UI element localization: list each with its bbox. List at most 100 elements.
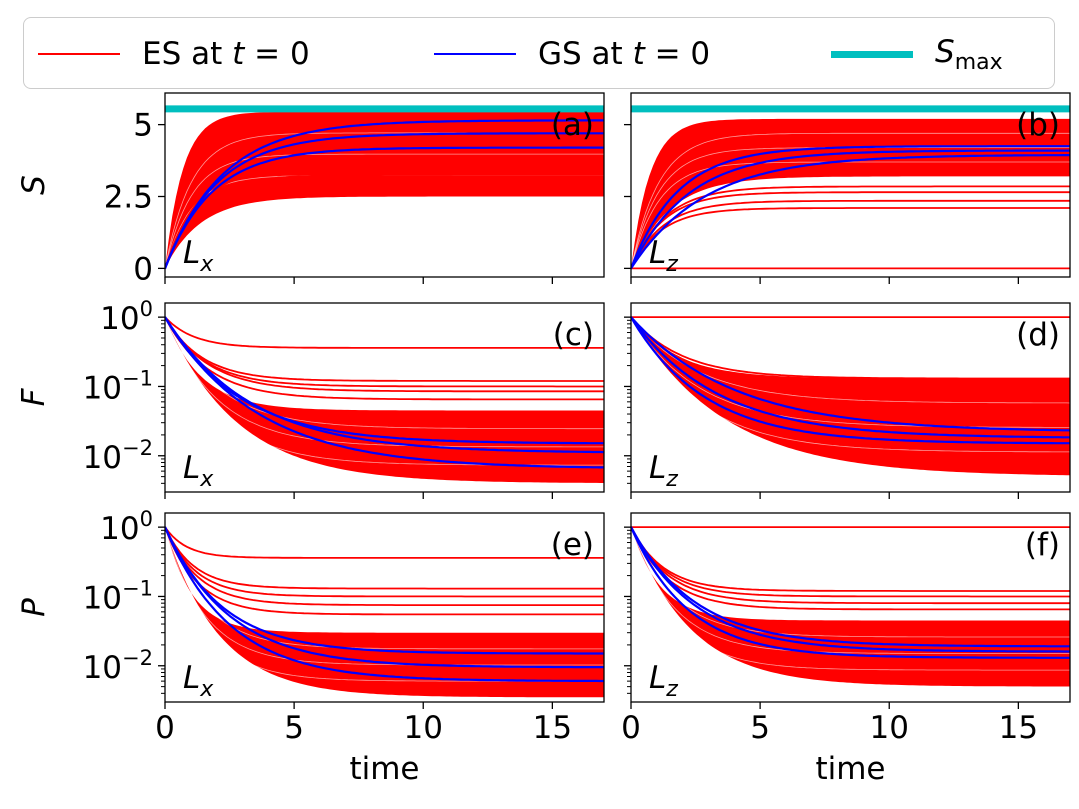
plot-area [631, 526, 1070, 687]
plot-area [631, 105, 1070, 270]
es-curve-4 [631, 185, 1070, 269]
y-tick-label: 100 [100, 507, 153, 547]
es-band-gap [631, 316, 1070, 404]
y-tick-label: 10−2 [83, 436, 153, 476]
gs-curve-7 [165, 119, 604, 269]
y-axis-label: F [16, 387, 52, 406]
panel-e: 0 5 10 15 time 100 10−1 10−2 P (e) Lx [16, 507, 605, 787]
panel-letter: (e) [551, 527, 594, 563]
gs-curve-7 [631, 145, 1070, 269]
es-curve-2 [165, 526, 604, 598]
es-band-gap [165, 526, 604, 666]
panel-letter: (d) [1016, 317, 1060, 353]
x-tick-label: 15 [999, 710, 1038, 746]
panel-a: 0 2.5 5 S (a) Lx [16, 92, 605, 287]
plot-area [165, 526, 604, 698]
es-curve-2 [165, 173, 604, 269]
gs-curve-5 [165, 146, 604, 269]
gs-curve-7 [165, 316, 604, 469]
gs-curve-5 [631, 316, 1070, 439]
x-tick-label: 5 [750, 710, 770, 746]
panel-d: (d) Lz [624, 302, 1071, 499]
x-tick-label: 10 [870, 710, 909, 746]
es-band-gap [631, 132, 1070, 269]
es-curves-band [165, 111, 604, 269]
gs-curve-7 [631, 526, 1070, 659]
panel-frame [630, 92, 1071, 278]
es-curve-0 [165, 526, 604, 559]
gs-curve-5 [165, 316, 604, 445]
panel-letter: (b) [1016, 107, 1060, 143]
es-curve-0 [165, 316, 604, 349]
panel-c: 100 10−1 10−2 F (c) Lx [16, 297, 605, 499]
es-curve-0 [165, 194, 604, 269]
legend: ES at t = 0 GS at t = 0 Smax [23, 17, 1055, 89]
plot-area [631, 316, 1070, 476]
legend-label-smax: Smax [935, 33, 1003, 75]
panel-f: 0 5 10 15 time (f) Lz [621, 512, 1071, 787]
es-curve-4 [631, 526, 1070, 611]
legend-label-gs: GS at t = 0 [538, 36, 711, 72]
es-curves-band [631, 118, 1070, 269]
y-tick-label: 0 [133, 251, 153, 287]
panel-letter: (a) [551, 107, 594, 143]
es-band-gap [631, 316, 1070, 453]
gs-curve-5 [631, 154, 1070, 270]
es-curve-3 [165, 165, 604, 269]
x-tick-label: 10 [404, 710, 443, 746]
operator-label: Lz [649, 450, 678, 492]
operator-label: Lx [183, 660, 214, 702]
x-tick-label: 5 [284, 710, 304, 746]
es-curves-band [165, 527, 604, 698]
gs-curve-5 [631, 526, 1070, 648]
y-axis-label: P [16, 598, 52, 617]
legend-swatch-smax [831, 50, 913, 58]
gs-curve-6 [631, 526, 1070, 653]
es-curve-3 [631, 526, 1070, 605]
gs-curve-4 [631, 316, 1070, 432]
gs-curve-6 [631, 316, 1070, 445]
es-curve-3 [631, 316, 1070, 391]
es-curve-1 [165, 316, 604, 382]
es-band-gap [631, 316, 1070, 428]
legend-swatch-gs [434, 53, 516, 55]
operator-label: Lz [649, 235, 678, 277]
gs-curve-5 [165, 526, 604, 655]
es-curve-1 [631, 316, 1070, 380]
es-curve-1 [165, 179, 604, 269]
x-tick-label: 15 [533, 710, 572, 746]
es-band-gap [165, 526, 604, 650]
operator-label: Lx [183, 450, 214, 492]
es-curve-1 [631, 207, 1070, 269]
panel-letter: (c) [553, 317, 594, 353]
legend-swatch-es [38, 53, 120, 55]
y-tick-label: 10−1 [83, 366, 153, 406]
operator-label: Lz [649, 660, 678, 702]
es-curve-1 [165, 526, 604, 590]
x-axis-label: time [349, 751, 419, 787]
es-curve-3 [165, 526, 604, 606]
operator-label: Lx [183, 235, 214, 277]
es-curve-2 [631, 199, 1070, 269]
es-band-gap [631, 161, 1070, 269]
es-curve-4 [165, 316, 604, 401]
legend-label-es: ES at t = 0 [142, 36, 310, 72]
es-band-gap [631, 526, 1070, 654]
es-band-gap [631, 526, 1070, 671]
plot-area [165, 316, 604, 483]
y-tick-label: 2.5 [104, 180, 153, 216]
panel-letter: (f) [1025, 527, 1060, 563]
es-curve-4 [165, 526, 604, 616]
es-band-gap [165, 316, 604, 448]
gs-curve-6 [631, 149, 1070, 269]
es-curve-2 [165, 316, 604, 388]
y-tick-label: 100 [100, 297, 153, 337]
gs-curve-6 [165, 316, 604, 454]
legend-item-gs: GS at t = 0 [434, 18, 710, 90]
legend-item-es: ES at t = 0 [38, 18, 310, 90]
gs-curve-6 [165, 526, 604, 669]
plot-area [165, 105, 604, 269]
gs-curve-7 [165, 526, 604, 683]
gs-curve-6 [165, 132, 604, 269]
